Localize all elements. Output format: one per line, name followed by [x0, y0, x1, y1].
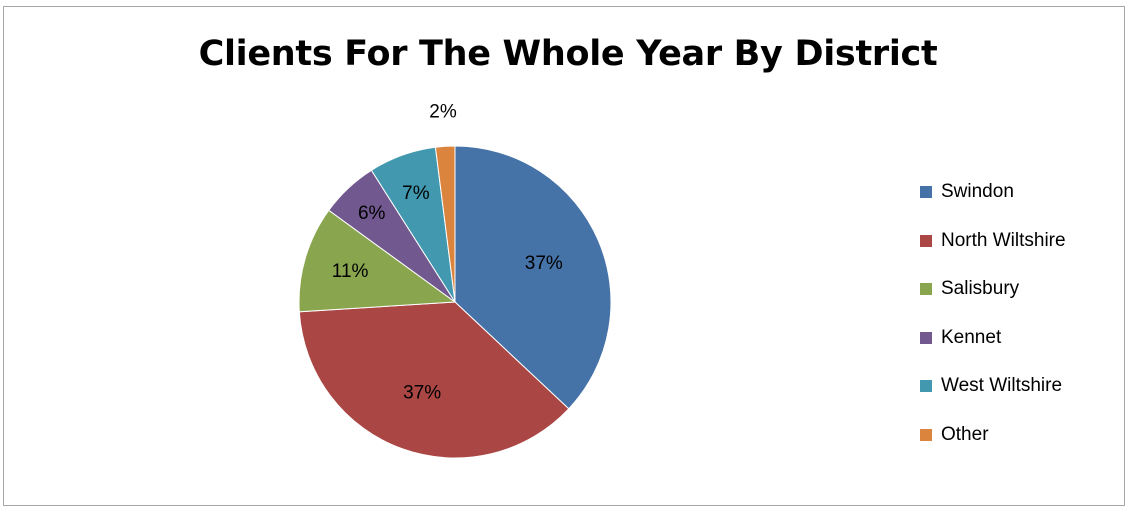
legend-label: Salisbury: [941, 278, 1020, 300]
slice-data-label: 37%: [403, 383, 441, 404]
legend-swatch: [920, 380, 932, 393]
legend-swatch: [920, 234, 932, 247]
legend-item-swindon: Swindon: [920, 168, 1120, 217]
legend-item-north-wiltshire: North Wiltshire: [920, 217, 1120, 266]
chart-title: Clients For The Whole Year By District: [198, 34, 938, 74]
legend: Swindon North Wiltshire Salisbury Kennet…: [920, 168, 1120, 459]
slice-data-label: 11%: [332, 261, 369, 282]
slice-data-label: 2%: [429, 102, 457, 123]
slice-data-label: 7%: [402, 183, 430, 204]
pie-slice-salisbury: [298, 209, 457, 313]
legend-swatch: [920, 428, 932, 441]
legend-label: Kennet: [941, 326, 1002, 348]
legend-item-salisbury: Salisbury: [920, 265, 1120, 314]
legend-item-west-wiltshire: West Wiltshire: [920, 362, 1120, 411]
pie-slice-north-wiltshire: [298, 301, 570, 459]
legend-swatch: [920, 283, 932, 296]
legend-swatch: [920, 186, 932, 199]
legend-label: North Wiltshire: [941, 229, 1066, 251]
slice-data-label: 6%: [358, 203, 386, 224]
legend-label: Other: [941, 423, 989, 445]
legend-label: West Wiltshire: [941, 375, 1063, 397]
legend-swatch: [920, 331, 932, 344]
pie-slice-swindon: [454, 145, 612, 410]
legend-item-kennet: Kennet: [920, 314, 1120, 363]
slice-data-label: 37%: [525, 253, 563, 274]
legend-item-other: Other: [920, 411, 1120, 460]
legend-label: Swindon: [941, 181, 1014, 203]
pie-slice-other: [434, 145, 456, 303]
